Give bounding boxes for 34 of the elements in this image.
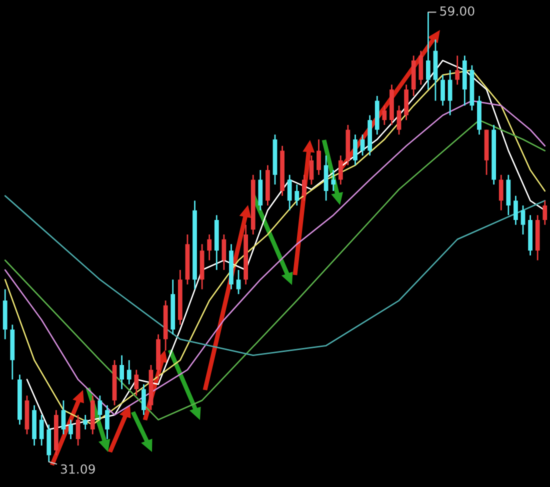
candlestick xyxy=(105,404,110,440)
candlestick xyxy=(61,400,66,435)
candlestick xyxy=(309,154,314,186)
candlestick xyxy=(448,69,452,116)
candlestick xyxy=(134,369,139,396)
text: 31.09 xyxy=(60,464,95,474)
candlestick xyxy=(126,359,132,386)
candlestick xyxy=(287,174,292,212)
candlestick xyxy=(396,104,402,136)
candlestick xyxy=(382,104,387,126)
candlestick xyxy=(222,234,226,271)
candlestick xyxy=(68,419,73,440)
candlestick xyxy=(338,154,343,186)
candlestick xyxy=(76,414,80,446)
candlestick xyxy=(498,174,504,212)
candlestick xyxy=(302,174,306,202)
candlestick xyxy=(542,200,548,226)
candlestick xyxy=(39,414,44,446)
candlestick xyxy=(83,414,88,430)
candlestick xyxy=(426,11,430,90)
candlestick xyxy=(455,54,460,86)
candlestick xyxy=(294,184,300,206)
candlestick xyxy=(120,354,124,390)
candlestick xyxy=(331,169,336,192)
candlestick xyxy=(514,195,518,226)
candlestick xyxy=(142,384,146,416)
candlestick xyxy=(236,269,241,295)
candlestick xyxy=(98,394,102,420)
annotation: 59.00 xyxy=(440,6,474,16)
candlestick xyxy=(520,204,526,236)
candlestick xyxy=(353,134,358,166)
candlestick xyxy=(440,74,445,106)
candlestick xyxy=(207,234,212,261)
candlestick xyxy=(316,138,321,176)
